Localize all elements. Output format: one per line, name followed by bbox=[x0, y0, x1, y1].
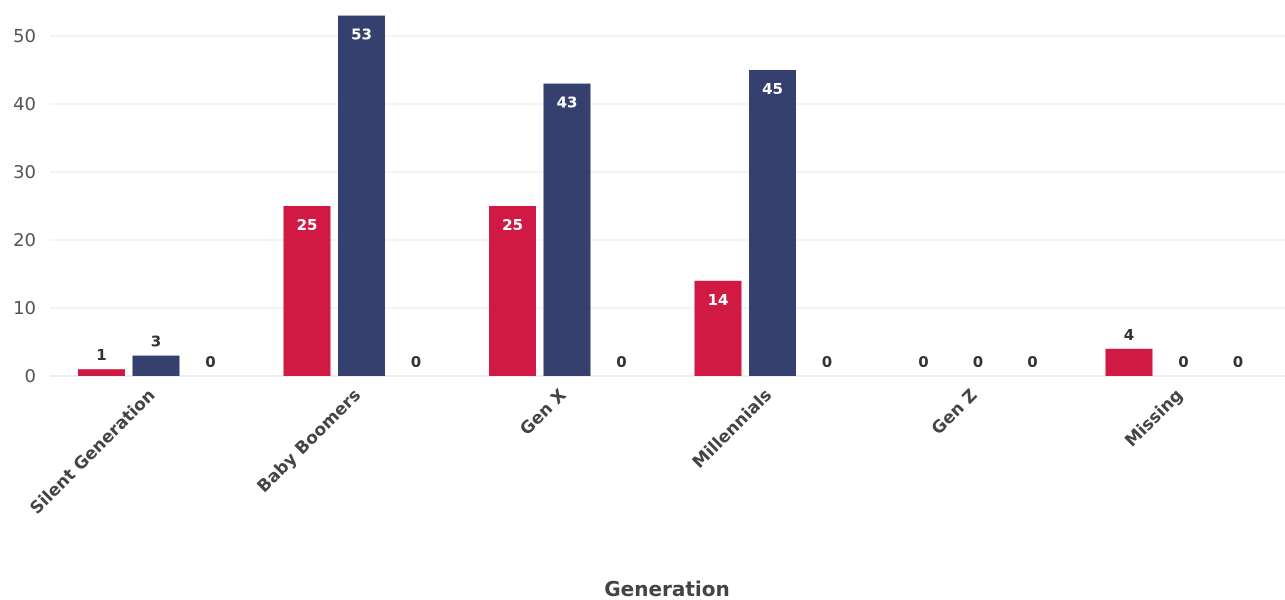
x-tick-label: Millennials bbox=[689, 385, 776, 472]
x-axis-title: Generation bbox=[604, 577, 730, 600]
data-label: 0 bbox=[616, 353, 626, 371]
bar bbox=[1105, 348, 1153, 376]
data-labels: 1 3 0 25 53 0 25 43 0 14 45 0 0 0 0 4 0 0 bbox=[96, 26, 1243, 371]
gridlines bbox=[50, 35, 1285, 377]
bar bbox=[338, 15, 385, 376]
bar bbox=[543, 83, 591, 376]
data-label: 25 bbox=[297, 216, 318, 234]
data-label: 0 bbox=[918, 353, 928, 371]
data-label: 0 bbox=[411, 353, 421, 371]
x-tick-label: Silent Generation bbox=[26, 385, 159, 518]
data-label: 53 bbox=[351, 26, 372, 44]
data-label: 14 bbox=[708, 291, 729, 309]
data-label: 0 bbox=[973, 353, 983, 371]
bars bbox=[78, 15, 1153, 376]
data-label: 3 bbox=[151, 333, 161, 351]
x-tick-label: Gen X bbox=[516, 385, 570, 439]
data-label: 43 bbox=[557, 94, 578, 112]
bar bbox=[78, 369, 125, 376]
x-tick-label: Missing bbox=[1121, 385, 1187, 451]
y-tick-label: 10 bbox=[13, 298, 36, 319]
y-tick-label: 50 bbox=[13, 26, 36, 47]
data-label: 0 bbox=[1178, 353, 1188, 371]
x-tick-label: Baby Boomers bbox=[254, 385, 365, 496]
data-label: 0 bbox=[822, 353, 832, 371]
data-label: 4 bbox=[1124, 326, 1134, 344]
x-tick-label: Gen Z bbox=[928, 385, 982, 439]
y-axis-ticks: 0 10 20 30 40 50 bbox=[13, 26, 36, 387]
data-label: 0 bbox=[1233, 353, 1243, 371]
y-tick-label: 30 bbox=[13, 162, 36, 183]
data-label: 0 bbox=[1027, 353, 1037, 371]
data-label: 25 bbox=[502, 216, 523, 234]
y-tick-label: 0 bbox=[25, 366, 36, 387]
bar bbox=[283, 206, 331, 376]
bar bbox=[132, 355, 180, 376]
data-label: 1 bbox=[96, 346, 106, 364]
data-label: 0 bbox=[205, 353, 215, 371]
data-label: 45 bbox=[762, 80, 783, 98]
y-tick-label: 40 bbox=[13, 94, 36, 115]
bar bbox=[694, 280, 742, 376]
bar bbox=[749, 70, 796, 376]
x-axis-ticks: Silent Generation Baby Boomers Gen X Millen… bbox=[26, 385, 1187, 518]
bar bbox=[489, 206, 536, 376]
y-tick-label: 20 bbox=[13, 230, 36, 251]
